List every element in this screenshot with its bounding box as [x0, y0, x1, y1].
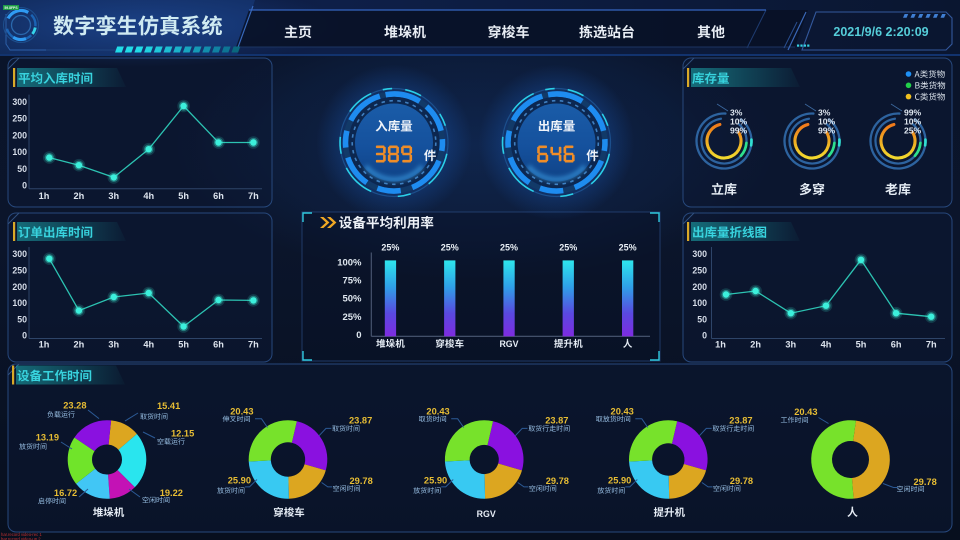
svg-text:10%: 10%: [818, 117, 836, 127]
svg-text:20.43: 20.43: [230, 407, 253, 417]
svg-text:5h: 5h: [178, 191, 189, 201]
svg-text:2021/9/6 2:20:09: 2021/9/6 2:20:09: [833, 25, 928, 39]
svg-text:6h: 6h: [213, 340, 224, 350]
svg-text:4h: 4h: [143, 191, 154, 201]
svg-text:25%: 25%: [342, 312, 362, 323]
svg-text:1h: 1h: [715, 340, 726, 350]
svg-text:20.43: 20.43: [794, 407, 817, 417]
svg-text:13.19: 13.19: [36, 433, 59, 443]
svg-text:3h: 3h: [785, 340, 796, 350]
svg-text:20.43: 20.43: [611, 407, 634, 417]
svg-text:25%: 25%: [381, 243, 399, 253]
svg-text:1h: 1h: [39, 340, 50, 350]
svg-text:300: 300: [692, 249, 707, 259]
svg-text:23.87: 23.87: [729, 416, 752, 426]
svg-text:6h: 6h: [891, 340, 902, 350]
svg-text:10%: 10%: [730, 117, 748, 127]
svg-text:25%: 25%: [559, 243, 577, 253]
svg-text:23.87: 23.87: [349, 416, 372, 426]
svg-text:300: 300: [12, 97, 27, 107]
svg-text:50: 50: [697, 314, 707, 324]
svg-text:250: 250: [12, 114, 27, 124]
svg-text:29.78: 29.78: [350, 476, 373, 486]
svg-text:2h: 2h: [750, 340, 761, 350]
svg-text:200: 200: [12, 130, 27, 140]
svg-text:har.record video-up 2: har.record video-up 2: [1, 537, 41, 540]
svg-text:20.43: 20.43: [426, 407, 449, 417]
svg-text:1h: 1h: [39, 191, 50, 201]
svg-text:2h: 2h: [74, 191, 85, 201]
svg-text:25%: 25%: [500, 243, 518, 253]
svg-text:25.90: 25.90: [424, 476, 447, 486]
svg-text:59.8FPS: 59.8FPS: [4, 6, 18, 10]
svg-text:10%: 10%: [904, 117, 922, 127]
svg-text:3%: 3%: [730, 108, 743, 118]
svg-text:25.90: 25.90: [608, 476, 631, 486]
svg-text:100: 100: [12, 298, 27, 308]
svg-text:50: 50: [17, 164, 27, 174]
svg-text:25%: 25%: [619, 243, 637, 253]
svg-text:3h: 3h: [108, 191, 119, 201]
svg-text:15.41: 15.41: [157, 401, 180, 411]
svg-text:7h: 7h: [248, 340, 259, 350]
svg-text:25%: 25%: [441, 243, 459, 253]
svg-text:300: 300: [12, 249, 27, 259]
svg-text:200: 200: [692, 282, 707, 292]
svg-text:250: 250: [692, 265, 707, 275]
svg-text:50: 50: [17, 314, 27, 324]
svg-text:23.87: 23.87: [545, 416, 568, 426]
svg-text:99%: 99%: [904, 108, 922, 118]
svg-text:6h: 6h: [213, 191, 224, 201]
svg-text:7h: 7h: [926, 340, 937, 350]
svg-text:29.78: 29.78: [546, 476, 569, 486]
svg-text:2h: 2h: [74, 340, 85, 350]
svg-text:3%: 3%: [818, 108, 831, 118]
svg-text:29.78: 29.78: [914, 477, 937, 487]
svg-text:25%: 25%: [904, 126, 922, 136]
svg-text:RGV: RGV: [477, 509, 496, 519]
svg-text:har.record video-rec 1: har.record video-rec 1: [1, 532, 42, 537]
svg-text:16.72: 16.72: [54, 488, 77, 498]
svg-text:RGV: RGV: [499, 339, 518, 349]
svg-text:0: 0: [702, 331, 707, 341]
svg-text:250: 250: [12, 265, 27, 275]
svg-text:5h: 5h: [178, 340, 189, 350]
svg-text:99%: 99%: [818, 126, 836, 136]
svg-text:29.78: 29.78: [730, 476, 753, 486]
svg-text:100%: 100%: [337, 257, 362, 268]
svg-text:23.28: 23.28: [63, 401, 86, 411]
svg-text:7h: 7h: [248, 191, 259, 201]
svg-text:4h: 4h: [143, 340, 154, 350]
svg-text:3h: 3h: [108, 340, 119, 350]
svg-text:200: 200: [12, 282, 27, 292]
svg-text:50%: 50%: [342, 294, 362, 305]
svg-text:19.22: 19.22: [160, 488, 183, 498]
svg-text:4h: 4h: [821, 340, 832, 350]
svg-text:25.90: 25.90: [228, 476, 251, 486]
svg-text:0: 0: [22, 331, 27, 341]
svg-text:99%: 99%: [730, 126, 748, 136]
svg-text:5h: 5h: [856, 340, 867, 350]
svg-text:0: 0: [356, 330, 361, 341]
svg-text:12.15: 12.15: [171, 429, 194, 439]
svg-text:75%: 75%: [342, 275, 362, 286]
svg-text:100: 100: [12, 147, 27, 157]
svg-text:0: 0: [22, 181, 27, 191]
svg-text:100: 100: [692, 298, 707, 308]
